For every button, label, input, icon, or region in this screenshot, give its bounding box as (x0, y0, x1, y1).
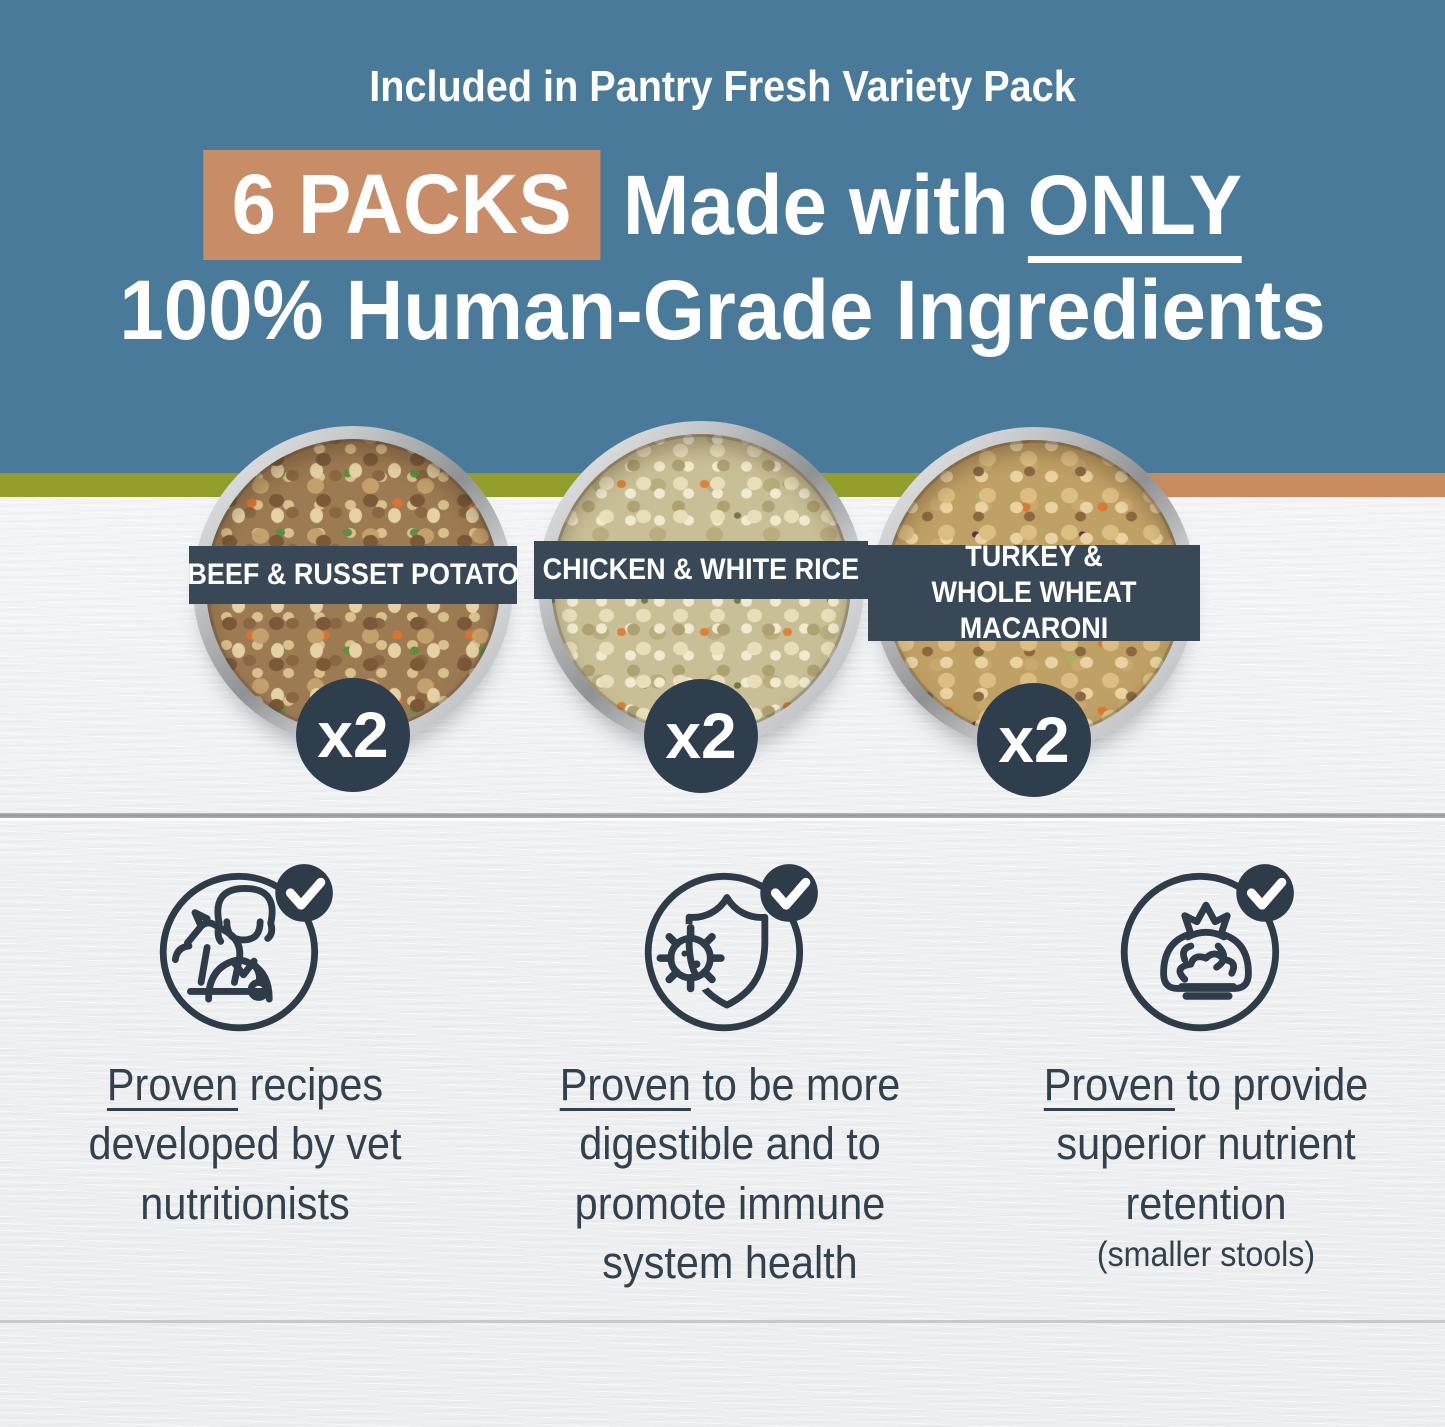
headline-made-with-text: Made with (622, 158, 1009, 252)
waste-bag-icon (1120, 864, 1294, 1032)
benefit-column-digestibility: Proven to be more digestible and to prom… (512, 852, 948, 1293)
proven-underlined: Proven (106, 1059, 239, 1110)
beef-russet-potato-bowl: BEEF & RUSSET POTATO x2 (187, 426, 519, 792)
benefit-text-rest: to be more digestible and to promote imm… (574, 1059, 901, 1289)
recipe-label-banner: BEEF & RUSSET POTATO (187, 546, 519, 604)
pack-count-badge: x2 (977, 683, 1091, 797)
plank-seam-line-lower (0, 1320, 1445, 1323)
proven-underlined: Proven (1043, 1059, 1175, 1110)
check-badge (1236, 864, 1294, 922)
benefit-text-rest: to provide superior nutrient retention (1056, 1059, 1369, 1229)
headline-made-with: Made with ONLY (623, 158, 1242, 263)
virus-dot (692, 960, 701, 968)
check-icon (285, 877, 326, 910)
check-icon (770, 877, 811, 910)
pack-count-badge: x2 (296, 678, 410, 792)
headline-line1: 6 PACKS Made with ONLY (36, 150, 1409, 263)
recipe-label: BEEF & RUSSET POTATO (187, 558, 519, 591)
headline-line2: 100% Human-Grade Ingredients (119, 263, 1326, 357)
plank-seam-line (0, 813, 1445, 818)
included-label: Included in Pantry Fresh Variety Pack (369, 62, 1076, 111)
pack-count-badge: x2 (644, 679, 758, 793)
immune-shield-icon (644, 864, 818, 1032)
check-badge (760, 864, 818, 922)
benefit-column-vet: Proven recipes developed by vet nutritio… (28, 852, 462, 1233)
benefit-text: Proven recipes developed by vet nutritio… (45, 1055, 444, 1233)
recipe-label-banner: TURKEY & WHOLE WHEAT MACARONI (868, 540, 1200, 645)
check-badge (275, 864, 333, 922)
benefit-text-rest: recipes developed by vet nutritionists (88, 1059, 402, 1229)
chicken-white-rice-bowl: CHICKEN & WHITE RICE x2 (534, 421, 868, 793)
recipe-label: CHICKEN & WHITE RICE (542, 553, 860, 586)
plank-seam-highlight (0, 818, 1445, 821)
check-icon (1246, 877, 1287, 910)
proven-underlined: Proven (559, 1059, 691, 1110)
recipe-label-banner: CHICKEN & WHITE RICE (534, 541, 868, 599)
headline-only-underlined: ONLY (1027, 158, 1242, 263)
benefit-note: (smaller stools) (1096, 1235, 1316, 1275)
benefit-column-nutrient-retention: Proven to provide superior nutrient rete… (988, 852, 1424, 1275)
packs-count-badge: 6 PACKS (203, 150, 601, 260)
benefit-text: Proven to provide superior nutrient rete… (1005, 1055, 1406, 1233)
benefit-text: Proven to be more digestible and to prom… (529, 1055, 930, 1293)
vet-nutritionist-icon (159, 864, 333, 1032)
virus-dot (681, 950, 688, 957)
turkey-whole-wheat-macaroni-bowl: TURKEY & WHOLE WHEAT MACARONI x2 (868, 427, 1200, 797)
recipe-label: TURKEY & WHOLE WHEAT MACARONI (931, 540, 1137, 645)
